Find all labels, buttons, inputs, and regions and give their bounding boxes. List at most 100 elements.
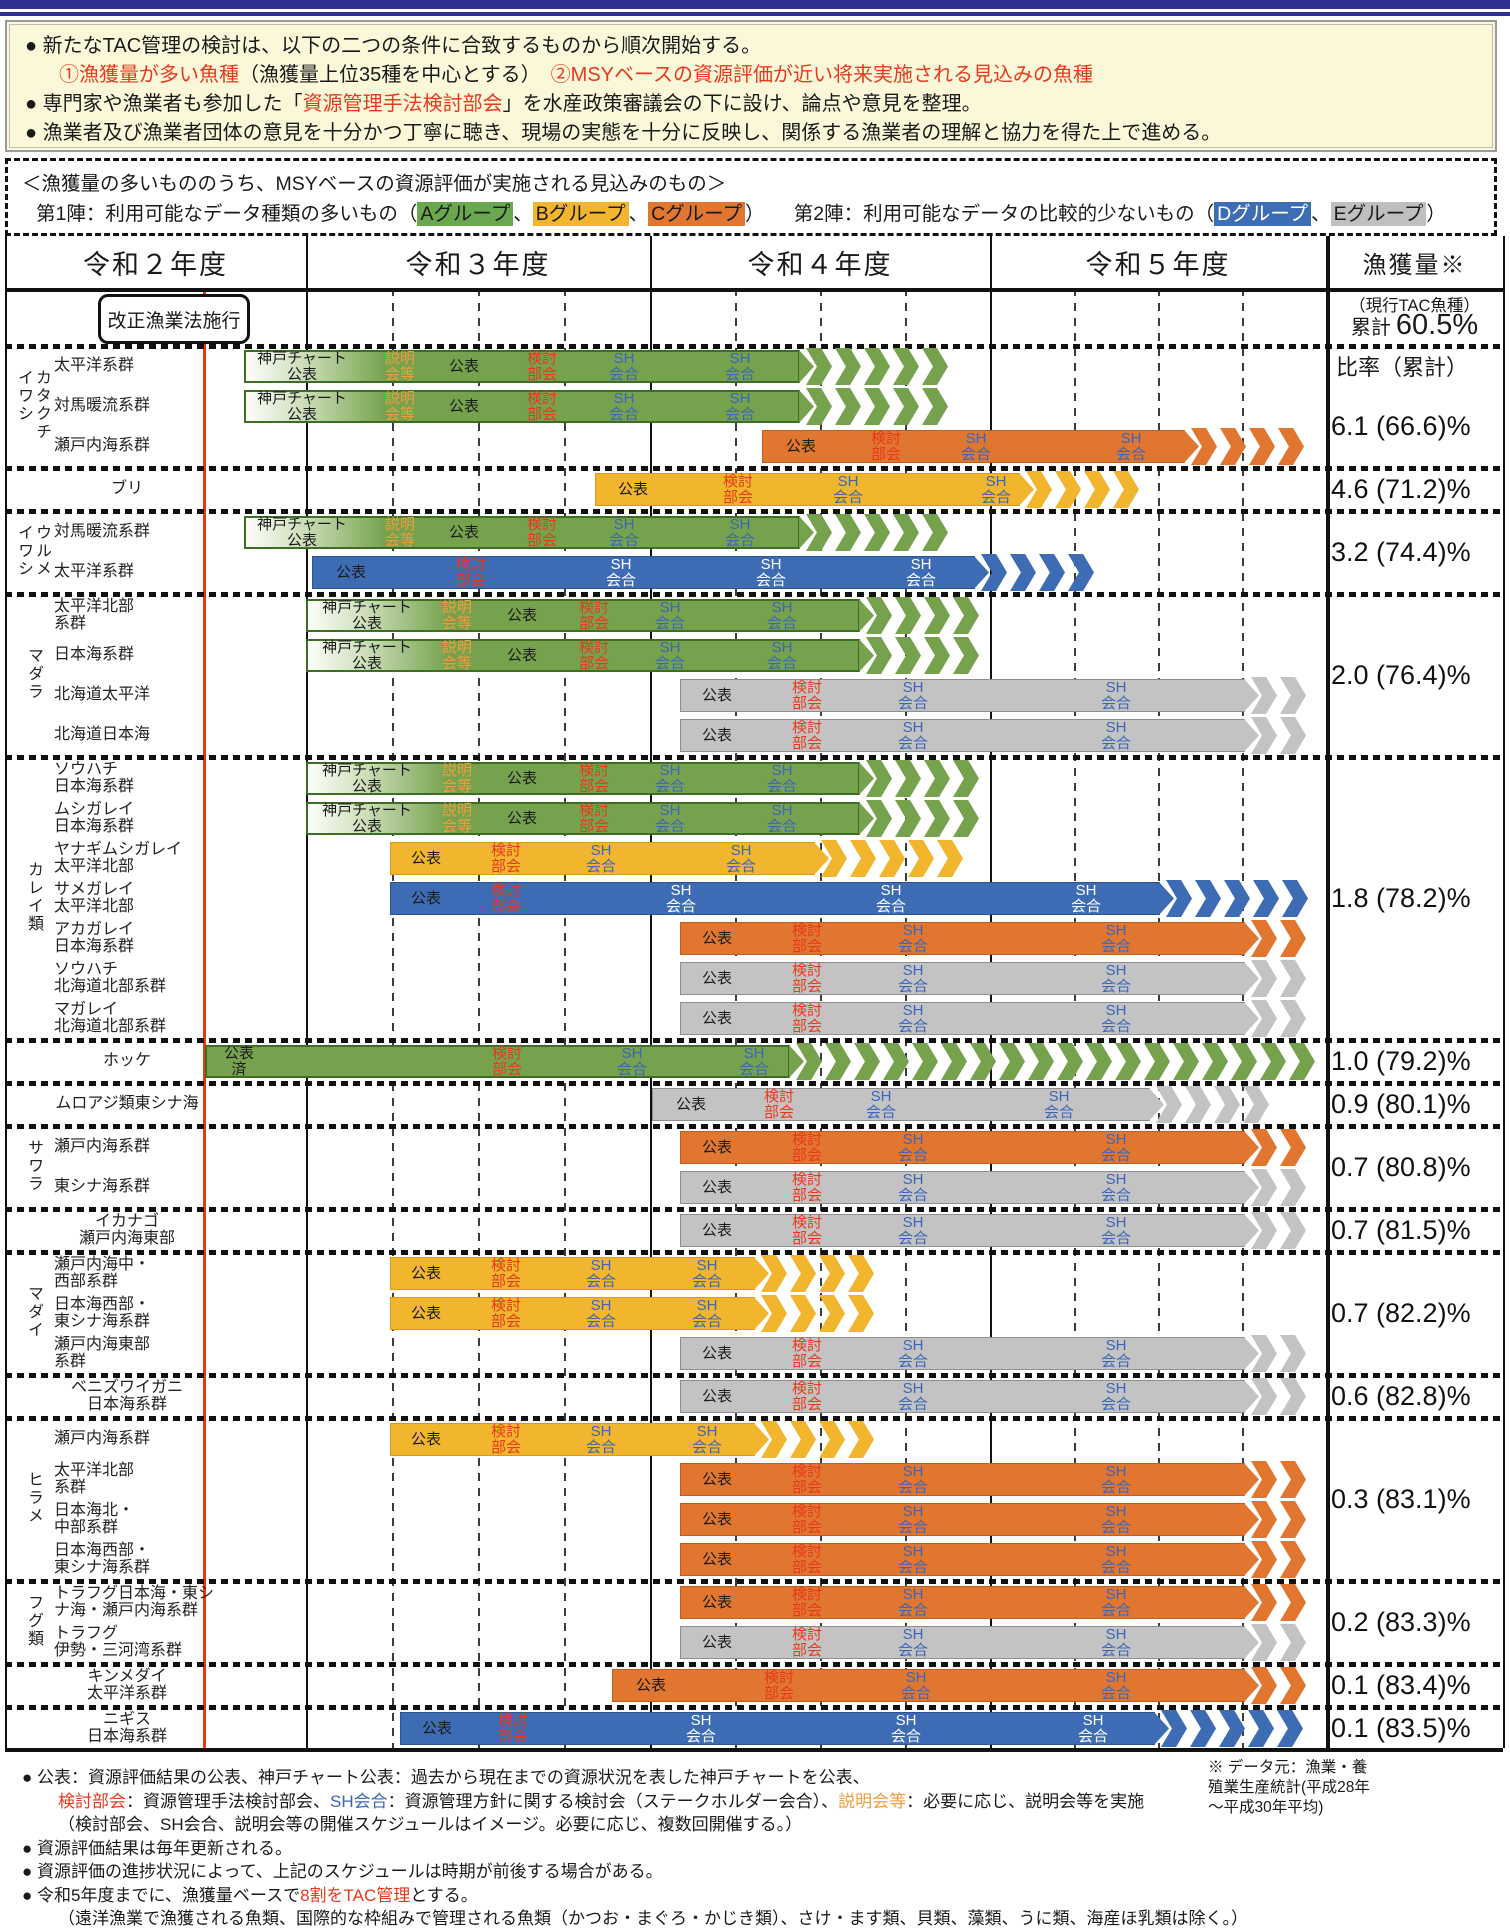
bar-segment-label: SH 会合 xyxy=(654,639,685,672)
legend-title: ＜漁獲量の多いもののうち、MSYベースの資源評価が実施される見込みのもの＞ xyxy=(22,173,727,195)
gantt-bar-chevron xyxy=(1280,1667,1306,1704)
bar-segment-label: SH 会合 xyxy=(1100,1337,1131,1370)
stock-label: ヤナギムシガレイ 太平洋北部 xyxy=(54,840,183,876)
stock-label: 日本海系群 xyxy=(54,646,135,664)
bar-segment-label: SH 会合 xyxy=(897,1002,928,1035)
bar-segment-label: 説明 会等 xyxy=(384,390,415,423)
bar-segment-label: 公表 xyxy=(410,1304,441,1322)
info-bullet-2: ● 専門家や漁業者も参加した「資源管理手法検討部会」を水産政策審議会の下に設け、… xyxy=(25,90,1477,119)
catch-note: （現行TAC魚種） xyxy=(1349,297,1480,315)
bar-segment-label: 検討 部会 xyxy=(490,1297,521,1330)
column-header-catch: 漁獲量※ xyxy=(1362,251,1467,279)
band-separator xyxy=(5,1038,1503,1043)
catch-percent: 0.7 (81.5)% xyxy=(1331,1214,1471,1245)
bar-segment-label: 神戸チャート 公表 xyxy=(257,390,347,423)
stock-label: ソウハチ 北海道北部系群 xyxy=(54,960,167,996)
footnote-line-4: ● 資源評価の進捗状況によって、上記のスケジュールは時期が前後する場合がある。 xyxy=(22,1860,1312,1884)
bar-segment-label: SH 会合 xyxy=(897,1503,928,1536)
bar-segment-label: 説明 会等 xyxy=(441,762,472,795)
stock-label: マガレイ 北海道北部系群 xyxy=(54,1000,167,1036)
bar-segment-label: SH 会合 xyxy=(897,922,928,955)
bar-segment-label: 公表 xyxy=(701,686,732,704)
bar-segment-label: SH 会合 xyxy=(1100,1669,1131,1702)
gantt-bar-chevron xyxy=(819,1295,845,1332)
gantt-bar: 公表 検討 部会 SH 会合 SH 会合 xyxy=(762,430,1185,463)
bar-segment-label: 神戸チャート 公表 xyxy=(322,599,412,632)
band-separator xyxy=(5,466,1503,471)
bar-segment-label: 説明 会等 xyxy=(441,599,472,632)
bar-segment-label: 公表 済 xyxy=(223,1045,254,1078)
gantt-bar: 神戸チャート 公表 説明 会等 公表 検討 部会 SH 会合 SH 会合 xyxy=(306,802,860,835)
stock-label: ソウハチ 日本海系群 xyxy=(54,760,135,796)
gantt-bar-chevron xyxy=(1086,1043,1112,1080)
band-separator xyxy=(5,1662,1503,1667)
stock-label: 瀬戸内海系群 xyxy=(54,1138,151,1156)
gantt-bar-chevron xyxy=(1084,471,1110,508)
band-separator xyxy=(5,755,1503,760)
bar-segment-label: SH 会合 xyxy=(1100,719,1131,752)
gantt-bar-chevron xyxy=(924,597,950,634)
bar-segment-label: 検討 部会 xyxy=(526,390,557,423)
band-separator xyxy=(5,1373,1503,1378)
gantt-bar: 神戸チャート 公表 説明 会等 公表 検討 部会 SH 会合 SH 会合 xyxy=(306,599,860,632)
bar-segment-label: 検討 部会 xyxy=(578,762,609,795)
legend-groups-segment: Eグループ xyxy=(1330,202,1427,226)
info-bullet-1-segment: ②MSYベースの資源評価が近い将来実施される見込みの魚種 xyxy=(550,64,1093,86)
gantt-bar-chevron xyxy=(848,1295,874,1332)
gantt-bar: 公表 検討 部会 SH 会合 SH 会合 xyxy=(612,1669,1245,1702)
bar-segment-label: 説明 会等 xyxy=(384,350,415,383)
top-accent-bar xyxy=(0,0,1510,9)
stock-label: 対馬暖流系群 xyxy=(54,523,151,541)
bar-segment-label: SH 会合 xyxy=(685,1712,716,1745)
gantt-bar-chevron xyxy=(864,514,890,551)
gantt-bar-chevron xyxy=(835,388,861,425)
bar-segment-label: 公表 xyxy=(506,769,537,787)
footnote-line-2-segment: （検討部会、SH会合、説明会等の開催スケジュールはイメージ。必要に応じ、複数回開… xyxy=(58,1815,803,1834)
gantt-bar-chevron xyxy=(1028,1043,1054,1080)
gantt-bar-chevron xyxy=(893,388,919,425)
catch-percent: 2.0 (76.4)% xyxy=(1331,659,1471,690)
bar-segment-label: SH 会合 xyxy=(654,762,685,795)
legend-groups-segment: Aグループ xyxy=(417,202,514,226)
bar-segment-label: SH 会合 xyxy=(608,390,639,423)
bar-segment-label: 神戸チャート 公表 xyxy=(322,639,412,672)
gantt-bar: 公表 検討 部会 SH 会合 SH 会合 xyxy=(680,1337,1245,1370)
bar-segment-label: 検討 部会 xyxy=(791,1626,822,1659)
gantt-bar-chevron xyxy=(1190,1710,1216,1747)
bar-segment-label: SH 会合 xyxy=(724,350,755,383)
gantt-bar-chevron xyxy=(848,1421,874,1458)
bar-segment-label: 検討 部会 xyxy=(763,1088,794,1121)
catch-percent: 0.2 (83.3)% xyxy=(1331,1606,1471,1637)
gantt-bar-chevron xyxy=(1214,1086,1240,1123)
gantt-bar-chevron xyxy=(895,800,921,837)
species-group-label: マダイ xyxy=(25,1284,42,1339)
bar-segment-label: SH 会合 xyxy=(897,1543,928,1576)
stock-label: サメガレイ 太平洋北部 xyxy=(54,880,135,916)
stock-label: アカガレイ 日本海系群 xyxy=(54,920,135,956)
bar-segment-label: SH 会合 xyxy=(605,556,636,589)
band-separator xyxy=(5,1250,1503,1255)
band-separator xyxy=(5,592,1503,597)
bar-segment-label: 検討 部会 xyxy=(791,1463,822,1496)
gantt-bar-chevron xyxy=(895,597,921,634)
species-group-label: フグ類 xyxy=(25,1593,42,1648)
catch-percent: 0.3 (83.1)% xyxy=(1331,1483,1471,1514)
legend-groups-segment: Dグループ xyxy=(1214,202,1312,226)
bar-segment-label: SH 会合 xyxy=(608,350,639,383)
bar-segment-label: SH 会合 xyxy=(865,1088,896,1121)
stock-label: ブリ xyxy=(110,480,143,498)
bar-segment-label: SH 会合 xyxy=(616,1045,647,1078)
info-bullet-2-segment: 資源管理手法検討部会 xyxy=(302,93,503,115)
bar-segment-label: 検討 部会 xyxy=(763,1669,794,1702)
bar-segment-label: 公表 xyxy=(701,1221,732,1239)
bar-segment-label: SH 会合 xyxy=(1100,1503,1131,1536)
cumulative-label: 累計 xyxy=(1350,317,1391,339)
gantt-bar-chevron xyxy=(953,597,979,634)
bar-segment-label: 公表 xyxy=(448,397,479,415)
table-bottom-line xyxy=(5,1748,1503,1752)
legend-groups-segment: 、 xyxy=(1311,203,1331,225)
bar-segment-label: SH 会合 xyxy=(900,1669,931,1702)
info-bullet-2-segment: ● 専門家や漁業者も参加した「 xyxy=(25,93,303,115)
stock-label: 対馬暖流系群 xyxy=(54,397,151,415)
table-edge-line xyxy=(5,236,7,1748)
